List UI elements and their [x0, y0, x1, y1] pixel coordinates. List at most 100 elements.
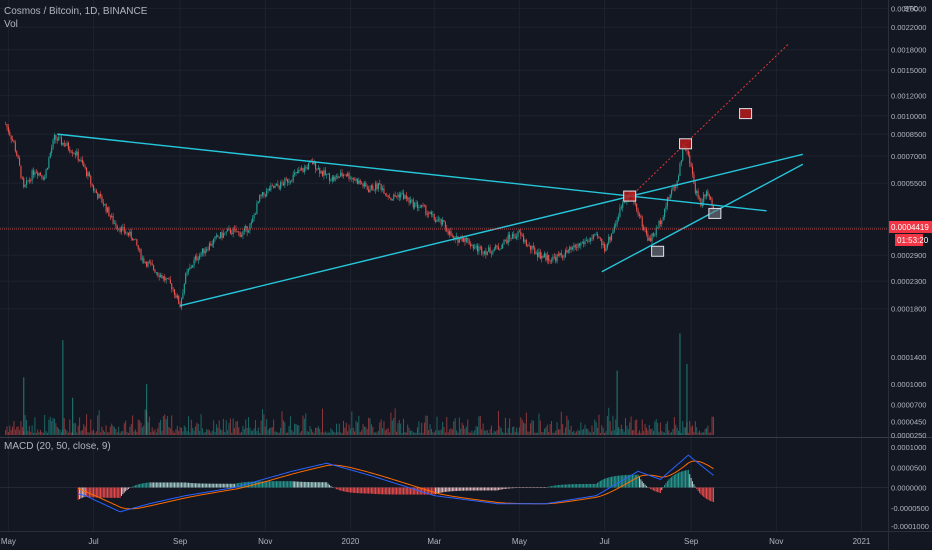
candle-body	[87, 172, 89, 176]
candle-body	[539, 251, 541, 259]
candle-body	[23, 178, 25, 187]
volume-bar	[444, 432, 446, 435]
candle-body	[173, 289, 176, 296]
volume-bar	[137, 419, 139, 435]
candle-body	[302, 168, 304, 172]
macd-histogram-bar	[330, 485, 332, 488]
candle-body	[532, 245, 534, 248]
candle-body	[377, 183, 379, 189]
macd-histogram-bar	[594, 483, 596, 488]
macd-histogram-bar	[239, 482, 241, 488]
volume-bar	[548, 432, 550, 435]
trendlines[interactable]	[57, 43, 804, 307]
macd-histogram-bar	[704, 487, 706, 498]
volume-bar	[400, 423, 402, 435]
volume-bar	[595, 422, 597, 435]
macd-histogram-bar	[542, 487, 544, 488]
volume-bar	[615, 419, 617, 435]
volume-bar	[499, 426, 501, 435]
current-price-badge: 0.0004419 01:53:20	[889, 221, 932, 246]
macd-histogram-bar	[204, 483, 206, 488]
volume-bar	[461, 422, 463, 435]
macd-histogram-bar	[538, 487, 540, 488]
volume-bar	[94, 432, 96, 435]
candle-body	[528, 244, 530, 246]
candle-body	[189, 267, 191, 270]
symbol-title[interactable]: Cosmos / Bitcoin, 1D, BINANCE	[4, 6, 148, 17]
candle-body	[576, 247, 578, 249]
volume-bar	[207, 429, 209, 435]
macd-histogram-bar	[535, 487, 537, 488]
volume-bar	[313, 432, 315, 435]
macd-histogram-bar	[507, 487, 509, 489]
macd-histogram-bar	[485, 487, 487, 491]
macd-histogram-bar	[172, 482, 174, 488]
volume-bar	[510, 432, 512, 435]
macd-histogram-bar	[305, 481, 307, 488]
volume-bar	[186, 431, 188, 435]
volume-bar	[405, 432, 407, 435]
candle-body	[187, 269, 190, 272]
candle-body	[86, 167, 88, 176]
macd-label[interactable]: MACD (20, 50, close, 9)	[4, 441, 111, 452]
volume-bar	[136, 431, 138, 435]
macd-histogram-bar	[572, 484, 573, 488]
macd-histogram-bar	[195, 483, 196, 488]
volume-bar	[260, 420, 262, 435]
volume-bar	[456, 430, 458, 435]
macd-histogram-bar	[446, 487, 448, 492]
candle-body	[316, 169, 318, 170]
volume-bar	[703, 432, 705, 435]
macd-histogram-bar	[531, 487, 533, 488]
volume-bar	[623, 431, 625, 435]
candle-body	[154, 269, 156, 273]
macd-histogram-bar	[668, 479, 670, 488]
volume-label[interactable]: Vol	[4, 19, 18, 30]
macd-histogram-bar	[647, 487, 649, 488]
macd-histogram-bar	[478, 487, 480, 491]
volume-bar	[315, 427, 317, 435]
volume-bar	[373, 432, 375, 435]
candle-body	[69, 149, 71, 152]
candle-body	[398, 194, 400, 198]
volume-bar	[375, 432, 377, 435]
volume-bar	[245, 419, 247, 435]
candle-body	[12, 139, 14, 141]
volume-bar	[560, 411, 562, 435]
candle-body	[246, 226, 248, 233]
candle-body	[366, 186, 368, 190]
macd-histogram-bar	[534, 487, 536, 488]
volume-bar	[419, 432, 421, 435]
volume-bar	[700, 432, 702, 435]
time-axis[interactable]: May Jul Sep Nov 2020 Mar May Jul Sep Nov 2021	[1, 537, 871, 546]
macd-histogram-bar	[326, 482, 328, 488]
volume-bar	[496, 430, 498, 435]
time-tick-label: May	[1, 537, 16, 546]
candle-body	[137, 245, 139, 250]
macd-histogram-bar	[161, 482, 163, 488]
candle-body	[562, 255, 564, 258]
price-axis[interactable]: 0.0026000 0.0022000 0.0018000 0.0015000 0.00…	[891, 4, 926, 313]
volume-bar	[317, 426, 319, 435]
candle-body	[345, 174, 347, 177]
macd-histogram-bar	[433, 487, 435, 495]
volume-bar	[55, 423, 57, 435]
candle-body	[597, 233, 599, 237]
candle-body	[301, 168, 303, 171]
macd-histogram-bar	[569, 484, 571, 488]
candle-body	[502, 244, 504, 249]
volume-bar	[158, 422, 160, 435]
volume-bar	[203, 432, 205, 435]
macd-histogram-bar	[585, 483, 587, 488]
macd-histogram-bar	[193, 483, 195, 488]
volume-bar	[316, 427, 318, 435]
macd-histogram-bar	[651, 487, 653, 490]
candle-body	[16, 151, 18, 157]
volume-bar	[611, 431, 613, 435]
macd-histogram-bar	[217, 483, 219, 488]
macd-histogram-bar	[514, 487, 516, 489]
macd-histogram-bar	[347, 487, 349, 493]
candle-body	[18, 158, 21, 166]
candle-body	[368, 189, 370, 193]
